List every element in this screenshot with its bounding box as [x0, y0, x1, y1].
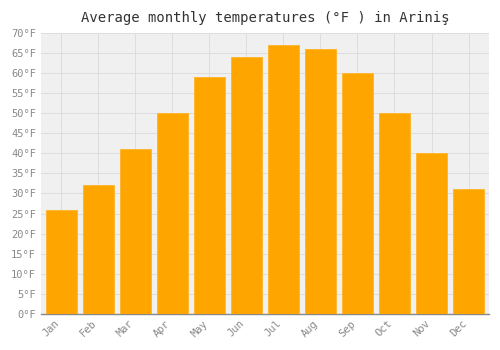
Title: Average monthly temperatures (°F ) in Ariniş: Average monthly temperatures (°F ) in Ar…	[80, 11, 449, 25]
Bar	[416, 153, 446, 314]
Bar	[157, 113, 188, 314]
Bar	[46, 210, 76, 314]
Bar	[380, 113, 410, 314]
Bar	[194, 77, 224, 314]
Bar	[306, 49, 336, 314]
Bar	[231, 57, 262, 314]
Bar	[120, 149, 150, 314]
Bar	[268, 45, 298, 314]
Bar	[454, 189, 484, 314]
Bar	[83, 186, 114, 314]
Bar	[342, 73, 372, 314]
